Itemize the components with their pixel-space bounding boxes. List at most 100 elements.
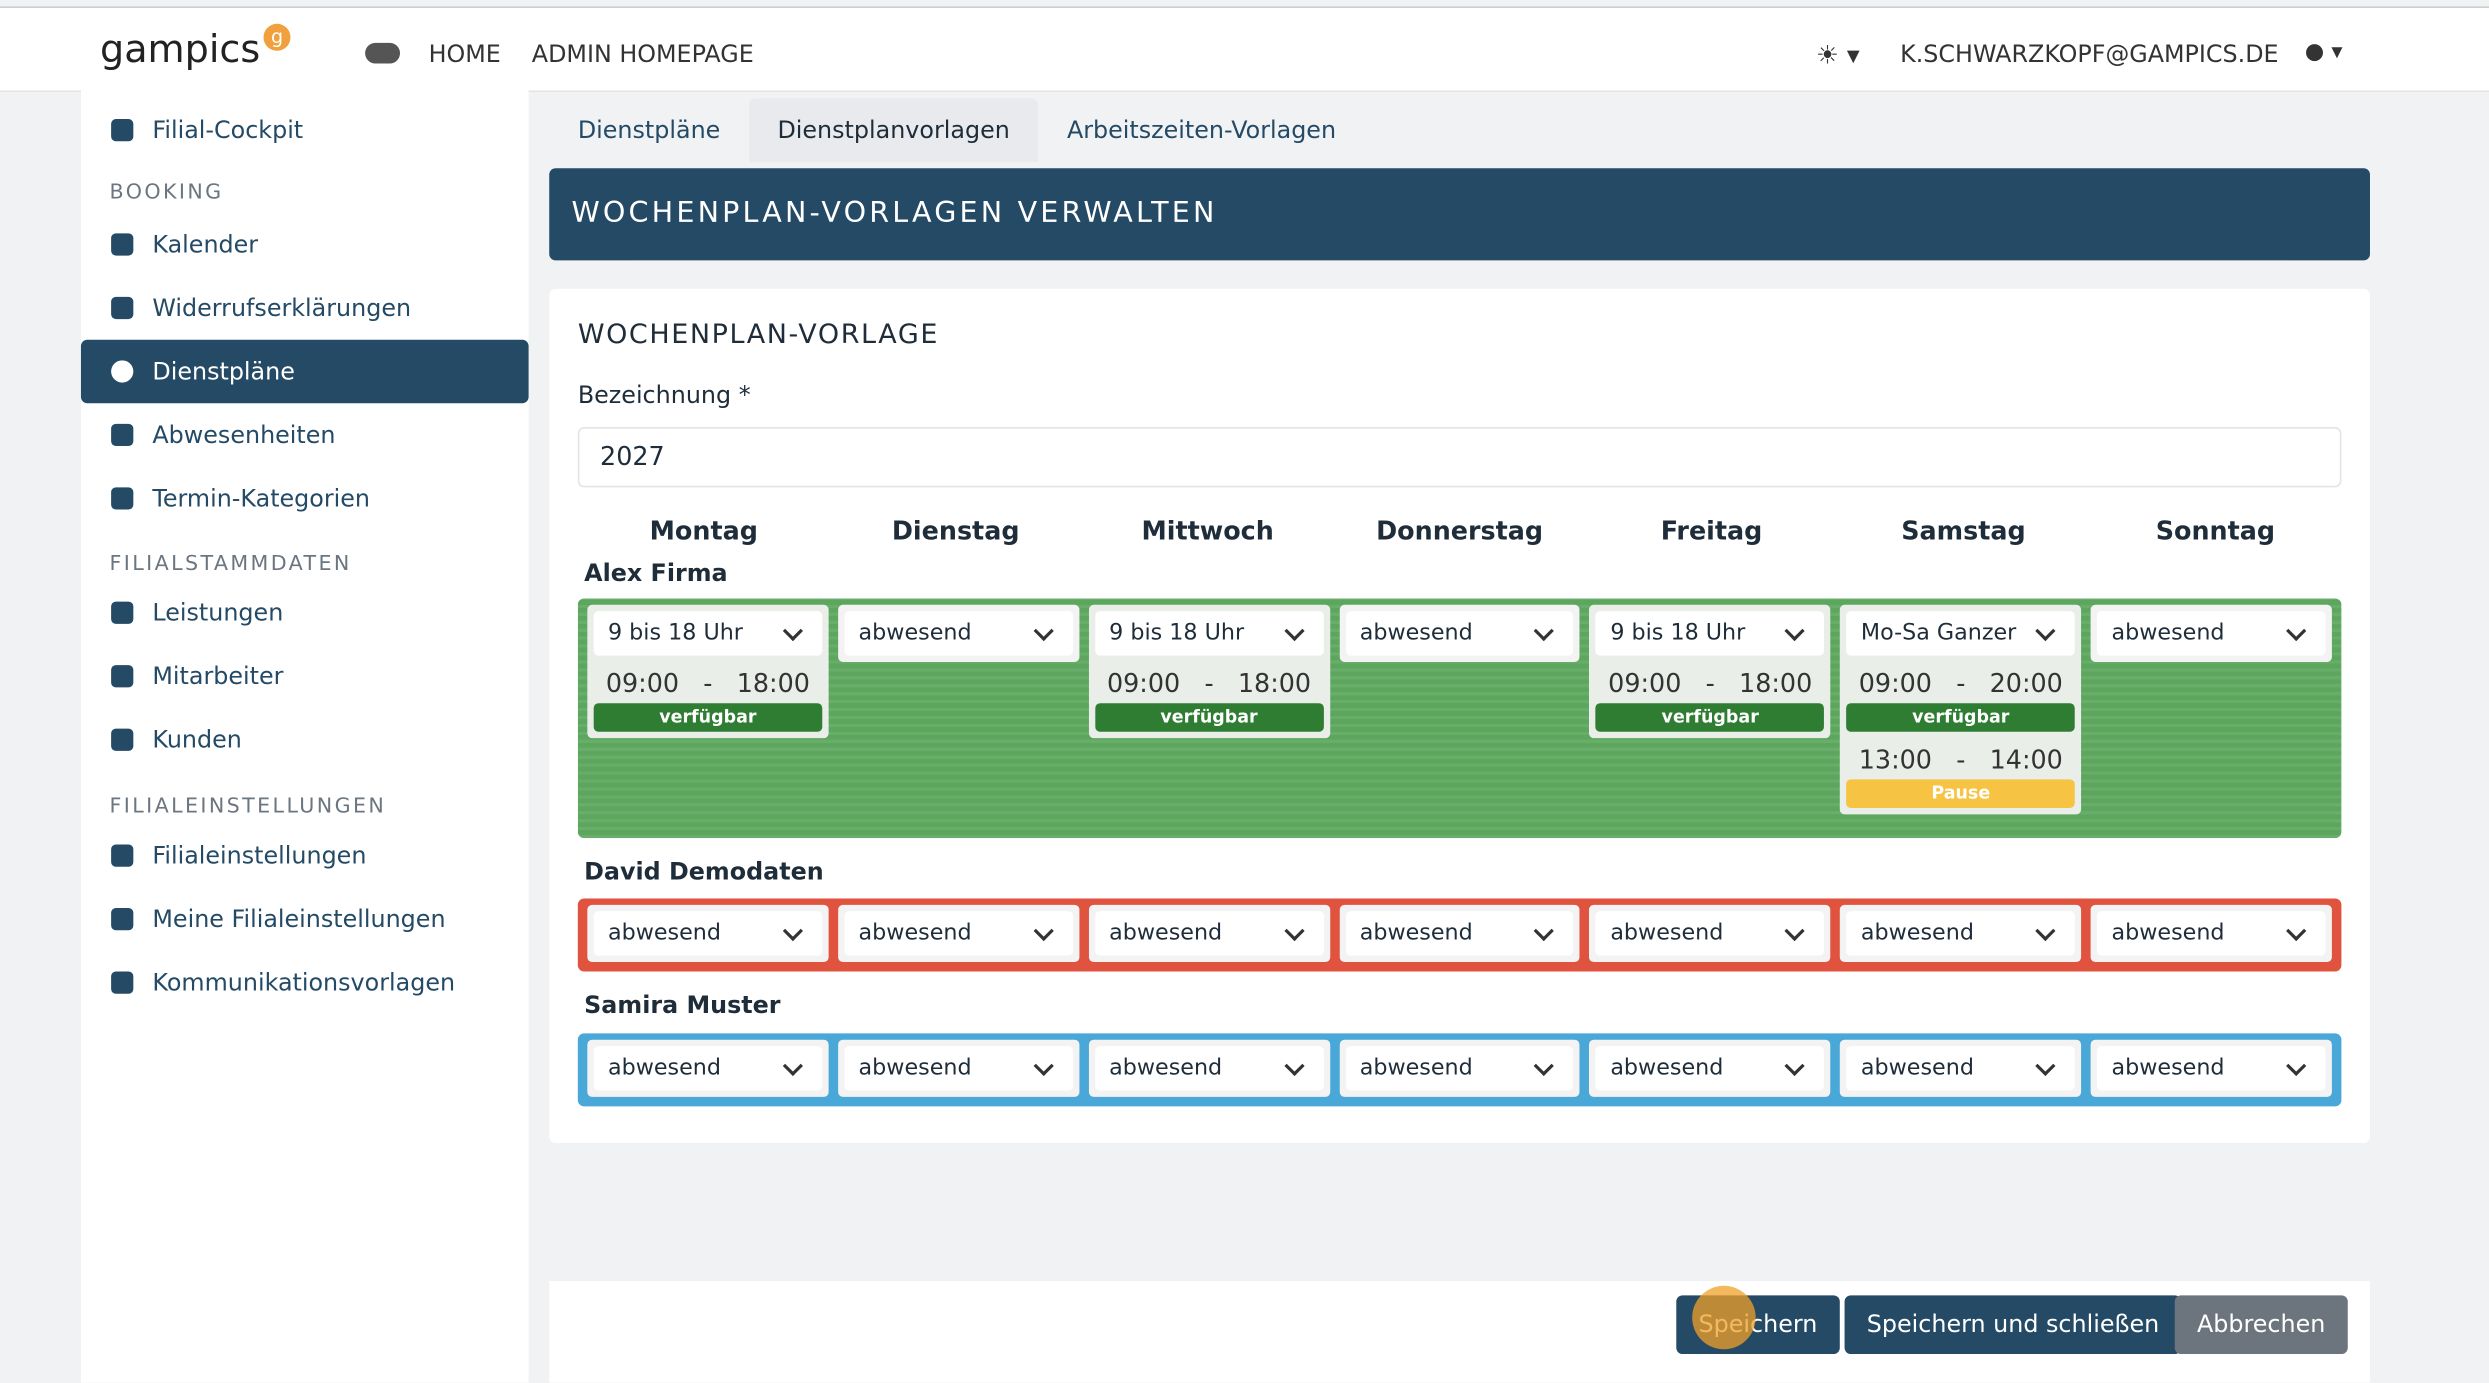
status-badge: verfügbar [593, 703, 823, 732]
shift-select[interactable]: Mo-Sa Ganzer [1846, 611, 2075, 656]
sidebar-link[interactable]: Termin-Kategorien [81, 467, 529, 530]
shift-select[interactable]: abwesend [844, 1046, 1073, 1091]
shift-select[interactable]: abwesend [1596, 911, 1825, 956]
sidebar-label: Kommunikationsvorlagen [152, 968, 456, 997]
end-time: 20:00 [1989, 668, 2063, 699]
theme-toggle[interactable] [365, 42, 401, 64]
sidebar-link[interactable]: Dienstpläne [80, 339, 529, 404]
nav-link[interactable]: ADMIN HOMEPAGE [531, 39, 754, 69]
day-header: Samstag [1901, 515, 2026, 547]
sidebar-icon [111, 907, 134, 931]
shift-select[interactable]: 9 bis 18 Uhr [593, 611, 823, 656]
time-range: 09:00-20:00 [1847, 668, 2075, 698]
day-cell: Mo-Sa Ganzer 09:00-20:00 verfügbar 13:00-14… [1840, 604, 2082, 815]
day-cell: 9 bis 18 Uhr 09:00-18:00 verfügbar [1088, 604, 1330, 739]
tab[interactable]: Dienstpläne [577, 115, 721, 145]
day-cell: abwesend [587, 1039, 829, 1097]
sidebar-link[interactable]: Abwesenheiten [81, 403, 529, 466]
sidebar-link[interactable]: Filial-Cockpit [81, 98, 529, 161]
day-cell: abwesend [1339, 904, 1581, 962]
sidebar-link[interactable]: Kommunikationsvorlagen [81, 951, 529, 1014]
day-header: Sonntag [2155, 515, 2276, 547]
time-range: 09:00-18:00 [1095, 668, 1323, 698]
time-separator: - [1956, 744, 1966, 775]
sidebar-icon [111, 971, 134, 994]
day-header: Dienstag [891, 515, 1020, 547]
sidebar-label: Termin-Kategorien [152, 484, 371, 513]
day-cell: abwesend [1589, 1039, 1831, 1097]
shift-select[interactable]: abwesend [593, 911, 823, 956]
shift-select[interactable]: abwesend [844, 911, 1073, 956]
sidebar-label: Filial-Cockpit [152, 115, 304, 145]
sidebar-label: Widerrufserklärungen [152, 293, 412, 323]
cancel-button[interactable]: Abbrechen [2174, 1295, 2348, 1355]
employee-name: David Demodaten [584, 857, 824, 886]
day-cell: abwesend [1840, 904, 2082, 962]
shift-select[interactable]: abwesend [2097, 611, 2326, 656]
end-time: 14:00 [1989, 744, 2063, 775]
name-input[interactable]: 2027 [577, 427, 2342, 488]
sidebar-label: Kalender [152, 230, 259, 259]
sidebar-link[interactable]: Meine Filialeinstellungen [81, 887, 529, 950]
sidebar-label: Mitarbeiter [152, 661, 284, 691]
sidebar-label: Dienstpläne [152, 357, 295, 386]
day-cell: abwesend [2090, 1039, 2332, 1097]
shift-select[interactable]: 9 bis 18 Uhr [1596, 611, 1825, 656]
sidebar-icon [111, 296, 134, 320]
user-menu[interactable]: K.SCHWARZKOPF@GAMPICS.DE [1900, 39, 2279, 69]
shift-select[interactable]: abwesend [2097, 1046, 2326, 1091]
status-badge: verfügbar [1094, 703, 1324, 732]
employee-row: abwesend abwesend abwesend abwesend abwesend… [577, 898, 2342, 972]
sidebar-link[interactable]: Widerrufserklärungen [81, 276, 529, 339]
start-time: 09:00 [605, 668, 680, 699]
day-cell: abwesend [1840, 1039, 2082, 1097]
day-cell: abwesend [837, 604, 1079, 662]
nav-link[interactable]: HOME [428, 39, 501, 69]
day-header: Donnerstag [1376, 515, 1544, 547]
shift-select[interactable]: abwesend [844, 611, 1073, 656]
end-time: 18:00 [1739, 668, 1813, 699]
sidebar-label: Abwesenheiten [152, 420, 336, 450]
logo-badge: g [263, 23, 291, 51]
shift-select[interactable]: abwesend [1846, 911, 2075, 956]
time-separator: - [1956, 668, 1966, 699]
user-icon[interactable]: ● ▾ [2304, 39, 2343, 66]
sidebar-link[interactable]: Kunden [81, 708, 529, 771]
shift-select[interactable]: 9 bis 18 Uhr [1094, 611, 1324, 656]
time-range: 09:00-18:00 [1596, 668, 1824, 698]
brightness-menu[interactable]: ☀ ▾ [1815, 39, 1860, 70]
sidebar-icon [111, 119, 134, 142]
start-time: 09:00 [1106, 668, 1181, 699]
shift-select[interactable]: abwesend [1345, 611, 1574, 656]
save-close-button[interactable]: Speichern und schließen [1844, 1295, 2182, 1355]
tab[interactable]: Dienstplanvorlagen [748, 98, 1039, 162]
shift-select[interactable]: abwesend [1345, 1046, 1574, 1091]
shift-select[interactable]: abwesend [593, 1046, 823, 1091]
logo[interactable]: gampics [100, 26, 261, 72]
shift-select[interactable]: abwesend [1596, 1046, 1825, 1091]
shift-select[interactable]: abwesend [1094, 911, 1324, 956]
day-cell: abwesend [837, 904, 1079, 962]
shift-select[interactable]: abwesend [2097, 911, 2326, 956]
shift-select[interactable]: abwesend [1846, 1046, 2075, 1091]
day-header: Montag [649, 515, 758, 547]
shift-select[interactable]: abwesend [1094, 1046, 1324, 1091]
sidebar-icon [111, 665, 134, 688]
sidebar-link[interactable]: Filialeinstellungen [81, 824, 529, 887]
sidebar-label: Leistungen [152, 598, 284, 628]
tab[interactable]: Arbeitszeiten-Vorlagen [1066, 115, 1337, 145]
sidebar-heading: FILIALEINSTELLUNGEN [109, 795, 387, 820]
shift-select[interactable]: abwesend [1345, 911, 1574, 956]
time-separator: - [703, 668, 713, 699]
sidebar-link[interactable]: Kalender [81, 213, 529, 276]
sidebar-link[interactable]: Leistungen [81, 581, 529, 644]
sidebar-link[interactable]: Mitarbeiter [81, 644, 529, 707]
time-separator: - [1204, 668, 1214, 699]
employee-row: 9 bis 18 Uhr 09:00-18:00 verfügbar abwesend… [577, 598, 2342, 839]
status-badge: Pause [1846, 779, 2075, 808]
sidebar-label: Filialeinstellungen [152, 841, 367, 870]
employee-row: abwesend abwesend abwesend abwesend abwesend… [577, 1033, 2342, 1107]
employee-name: Samira Muster [584, 990, 781, 1020]
end-time: 18:00 [736, 668, 810, 699]
